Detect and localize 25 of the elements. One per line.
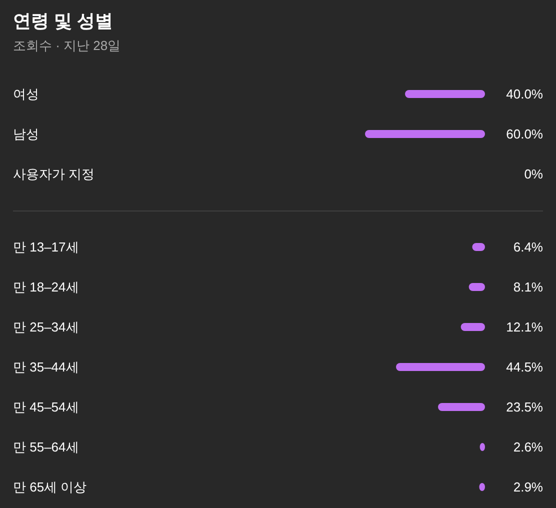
data-label: 44.5%: [506, 360, 544, 374]
bar: [396, 363, 485, 371]
y-tick-label: 만 45–54세: [13, 400, 79, 414]
text: 연령 및 성별: [13, 11, 114, 31]
data-label: 12.1%: [506, 320, 544, 334]
data-label: 2.9%: [513, 480, 544, 494]
y-tick-label: 여성: [13, 86, 39, 102]
y-tick-label: 남성: [13, 126, 39, 142]
data-label: 2.6%: [513, 440, 544, 454]
data-label: 60.0%: [506, 126, 544, 142]
y-tick-label: 만 25–34세: [13, 320, 79, 334]
bar: [438, 403, 485, 411]
data-label: 8.1%: [513, 280, 544, 294]
y-tick-label: 사용자가 지정: [13, 166, 95, 182]
data-label: 40.0%: [506, 86, 544, 102]
y-tick-label: 만 55–64세: [13, 440, 79, 454]
data-label: 0%: [524, 166, 544, 182]
y-tick-label: 만 35–44세: [13, 360, 79, 374]
data-label: 23.5%: [506, 400, 544, 414]
y-tick-label: 만 13–17세: [13, 240, 79, 254]
text: 조회수 · 지난 28일: [13, 38, 121, 53]
data-label: 6.4%: [513, 240, 544, 254]
y-tick-label: 만 18–24세: [13, 280, 79, 294]
bar: [460, 323, 485, 331]
y-tick-label: 만 65세 이상: [13, 480, 87, 494]
